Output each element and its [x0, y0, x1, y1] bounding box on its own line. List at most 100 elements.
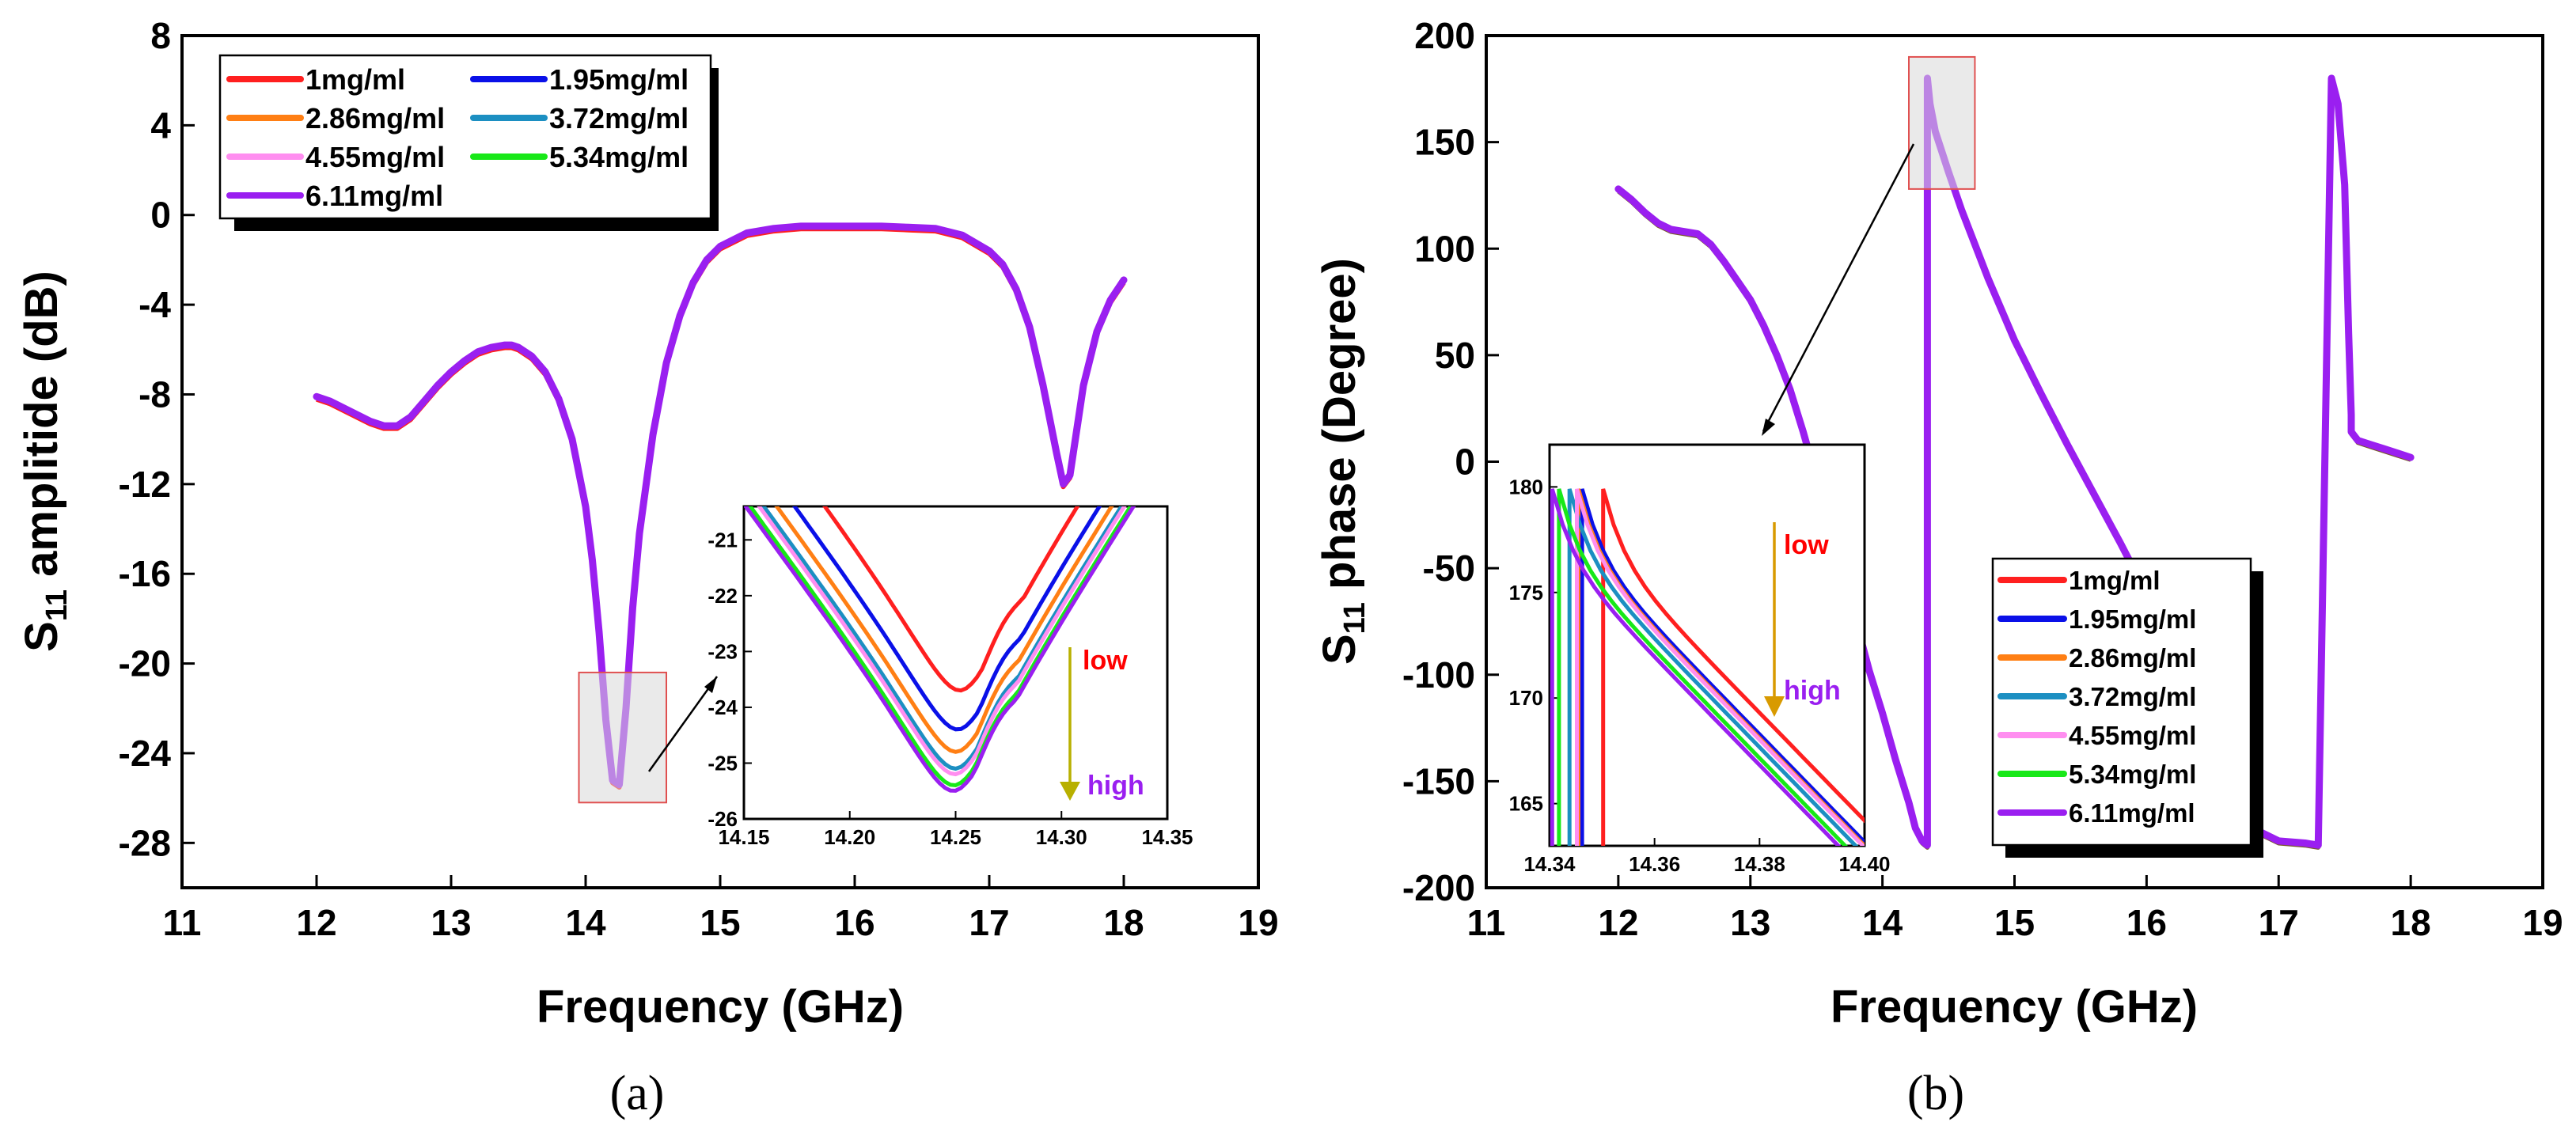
panel-a-x-tick-label: 12	[296, 902, 336, 943]
panel-a-series-line	[313, 222, 1128, 789]
panel-b-inset-frame	[1548, 443, 1866, 847]
panel-a-inset-y-tick-label: -21	[708, 528, 738, 551]
panel-a-x-tick-label: 15	[700, 902, 740, 943]
panel-b-zoom-arrowhead	[1762, 419, 1775, 436]
panel-b-zoom-arrow	[1762, 143, 1915, 432]
panel-b-y-tick-label: -100	[1402, 654, 1475, 695]
panel-b-x-tick-label: 17	[2259, 902, 2299, 943]
panel-a-inset-y-tick-label: -26	[708, 807, 738, 831]
panel-a-y-title-s: S	[16, 621, 67, 652]
panel-b-inset-curves	[1550, 488, 1865, 846]
panel-a-y-tick-label: 4	[150, 104, 171, 146]
panel-b-legend: 1mg/ml 1.95mg/ml 2.86mg/ml 3.72mg/ml 4.55mg/…	[1991, 557, 2263, 858]
panel-a-y-axis: 8 4 0 -4 -8 -12 -16 -20 -24 -28	[119, 15, 195, 863]
panel-a-x-tick-label: 14	[565, 902, 606, 943]
panel-a-y-tick-label: 8	[150, 15, 171, 56]
legend-label: 4.55mg/ml	[2069, 721, 2196, 750]
panel-b-inset-high-label: high	[1784, 676, 1841, 706]
panel-a-y-axis-title: S11 amplitide (dB)	[16, 271, 74, 652]
panel-a-highlight-box	[578, 671, 667, 804]
panel-a-inset-series-line	[761, 506, 1124, 771]
panel-b-inset-series-line	[1601, 488, 1865, 846]
panel-a-inset-series-line	[757, 506, 1127, 777]
panel-a-y-tick-label: -20	[119, 643, 171, 684]
panel-a-inset-series-line	[747, 506, 1133, 788]
panel-a-inset-high-label: high	[1087, 771, 1144, 801]
panel-b-inset-y-tick-label: 180	[1509, 475, 1543, 498]
legend-label: 1.95mg/ml	[549, 63, 689, 96]
panel-a-y-tick-label: -12	[119, 464, 171, 505]
panel-b-y-tick-label: -150	[1402, 760, 1475, 802]
panel-a-inset-series-line	[792, 506, 1102, 732]
panel-a-y-title-rest: amplitide (dB)	[16, 271, 67, 589]
panel-b-y-title-subscript: 11	[1338, 602, 1371, 634]
panel-b-y-tick-label: 150	[1414, 122, 1475, 163]
legend-label: 6.11mg/ml	[305, 180, 443, 212]
panel-b-inset-series-line	[1580, 488, 1865, 846]
panel-b-inset-y-tick-label: 170	[1509, 686, 1543, 710]
panel-a-inset-x-tick-label: 14.35	[1141, 825, 1193, 849]
panel-b-x-tick-label: 12	[1598, 902, 1638, 943]
legend-label: 2.86mg/ml	[305, 102, 445, 135]
panel-a-x-tick-label: 16	[834, 902, 874, 943]
panel-b-inset-y-tick-label: 165	[1509, 792, 1543, 816]
panel-a-y-tick-label: 0	[150, 195, 171, 236]
panel-a-inset-y-tick-label: -23	[708, 639, 738, 663]
legend-label: 3.72mg/ml	[549, 102, 689, 135]
panel-b-inset: 180 175 170 165 14.34 14.36 14.38 14.40 low hig…	[1509, 443, 1891, 876]
legend-label: 1mg/ml	[305, 63, 405, 96]
legend-label: 1mg/ml	[2069, 566, 2161, 595]
panel-a-legend: 1mg/ml 1.95mg/ml 2.86mg/ml 3.72mg/ml 4.55mg/…	[218, 54, 719, 231]
panel-a-inset-curves	[744, 506, 1136, 793]
panel-b-y-title-rest: phase (Degree)	[1314, 258, 1365, 602]
panel-a-inset-x-tick-label: 14.30	[1036, 825, 1087, 849]
panel-b-x-tick-label: 13	[1730, 902, 1770, 943]
legend-label: 5.34mg/ml	[549, 141, 689, 173]
panel-a-inset-y-tick-label: -25	[708, 751, 738, 775]
panel-b-inset-x-tick-label: 14.38	[1734, 852, 1785, 876]
panel-a-x-tick-label: 18	[1103, 902, 1144, 943]
panel-b-y-tick-label: 200	[1414, 15, 1475, 56]
panel-b-y-tick-label: 50	[1435, 335, 1475, 376]
panel-a-caption: (a)	[610, 1067, 665, 1120]
panel-a-inset-series-line	[822, 506, 1080, 693]
panel-a-inset-series-line	[774, 506, 1114, 754]
panel-b-x-tick-label: 16	[2126, 902, 2167, 943]
panel-b-y-axis: 200 150 100 50 0 -50 -100 -150 -200	[1402, 15, 1499, 908]
legend-label: 1.95mg/ml	[2069, 605, 2196, 634]
panel-a-inset-series-line	[744, 506, 1136, 793]
panel-a-y-tick-label: -4	[138, 284, 171, 325]
panel-a-curves	[313, 222, 1128, 790]
panel-a-inset-x-tick-label: 14.25	[930, 825, 981, 849]
legend-label: 2.86mg/ml	[2069, 643, 2196, 673]
panel-a-x-tick-label: 17	[969, 902, 1009, 943]
panel-b-inset-trend-arrowhead	[1764, 696, 1785, 717]
panel-a-x-axis-title: Frequency (GHz)	[537, 981, 904, 1033]
panel-a-y-tick-label: -24	[119, 733, 172, 774]
panel-b-x-tick-label: 15	[1994, 902, 2035, 943]
panel-b-inset-series-line	[1575, 488, 1865, 846]
panel-b-y-title-s: S	[1314, 634, 1365, 665]
panel-b-x-tick-label: 18	[2391, 902, 2431, 943]
panel-b-inset-low-label: low	[1784, 530, 1829, 560]
panel-b-legend-items: 1mg/ml 1.95mg/ml 2.86mg/ml 3.72mg/ml 4.55mg/…	[1997, 566, 2196, 828]
panel-a-inset-y-tick-label: -24	[708, 695, 738, 719]
panel-a-inset-trend-arrowhead	[1060, 782, 1080, 801]
panel-b-inset-series-line	[1567, 488, 1859, 846]
panel-b-legend-box	[1991, 557, 2252, 847]
legend-label: 6.11mg/ml	[2069, 798, 2195, 828]
panel-a-x-tick-label: 11	[163, 902, 202, 943]
panel-b-x-tick-label: 19	[2522, 902, 2563, 943]
panel-a-x-axis: 11 12 13 14 15 16 17 18 19	[163, 875, 1279, 943]
panel-a-zoom-arrow	[647, 676, 719, 772]
panel-b-caption: (b)	[1907, 1067, 1964, 1120]
panel-a-x-tick-label: 13	[431, 902, 471, 943]
panel-b-inset-x-tick-label: 14.36	[1629, 852, 1680, 876]
panel-a-y-tick-label: -8	[138, 373, 171, 415]
panel-b-y-axis-title: S11 phase (Degree)	[1314, 258, 1371, 665]
panel-a-amplitude-chart: 840-4-8-12-16-20-24-28 11 12 13 14 15 16 17 18 1…	[16, 15, 1279, 1120]
legend-label: 3.72mg/ml	[2069, 682, 2196, 711]
